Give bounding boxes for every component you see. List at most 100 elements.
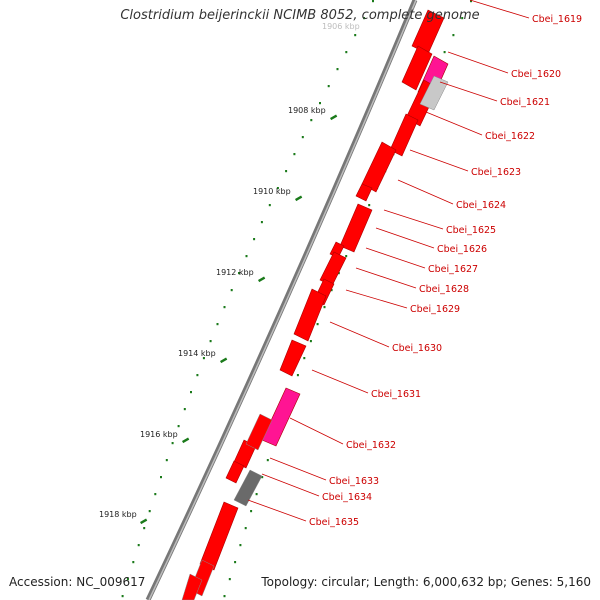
gene-label-cbei_1625[interactable]: Cbei_1625 <box>446 225 496 236</box>
gene-label-cbei_1631[interactable]: Cbei_1631 <box>371 389 421 400</box>
inner-tick <box>345 255 348 258</box>
inner-tick <box>303 357 306 360</box>
scale-tick <box>336 68 339 71</box>
scale-tick <box>137 544 140 547</box>
scale-tick <box>143 527 146 530</box>
scale-tick <box>132 561 135 564</box>
gene-arrow-cbei_1632[interactable] <box>261 387 301 447</box>
scale-tick <box>160 476 162 479</box>
major-tick <box>295 195 303 202</box>
leader-line <box>269 457 327 481</box>
gene-label-cbei_1629[interactable]: Cbei_1629 <box>410 304 460 315</box>
scale-tick <box>196 374 199 377</box>
backbone-layer <box>145 0 418 600</box>
scale-tick <box>260 221 263 224</box>
leader-line <box>289 417 344 445</box>
scale-tick <box>202 357 205 360</box>
scale-tick <box>126 578 129 581</box>
scale-tick <box>216 323 219 326</box>
gene-label-cbei_1622[interactable]: Cbei_1622 <box>485 131 535 142</box>
scale-tick <box>177 425 180 428</box>
gene-arrow-cbei_1630[interactable] <box>293 288 327 342</box>
gene-label-cbei_1623[interactable]: Cbei_1623 <box>471 167 521 178</box>
scale-tick <box>183 408 186 411</box>
scale-layer: 1908 kbp 1910 kbp 1912 kbp 1914 kbp 1916 kbp… <box>99 22 360 525</box>
inner-tick <box>296 374 299 377</box>
gene-label-cbei_1633[interactable]: Cbei_1633 <box>329 476 379 487</box>
gene-arrow-unlabeled <box>419 75 449 111</box>
scale-label: 1908 kbp <box>288 106 326 115</box>
gene-arrow-cbei_1626[interactable] <box>339 203 373 253</box>
scale-tick <box>327 85 330 88</box>
genome-backbone-highlight <box>148 0 417 600</box>
scale-tick <box>363 17 366 20</box>
gene-arrow-cbei_1624[interactable] <box>361 141 397 193</box>
gene-layer <box>181 9 449 600</box>
leader-line <box>311 369 369 394</box>
map-title: Clostridium beijerinckii NCIMB 8052, com… <box>120 8 480 23</box>
inner-tick <box>323 306 326 309</box>
gene-label-cbei_1627[interactable]: Cbei_1627 <box>428 264 478 275</box>
leader-line <box>409 149 469 172</box>
scale-tick <box>245 255 248 258</box>
gene-label-cbei_1632[interactable]: Cbei_1632 <box>346 440 396 451</box>
gene-arrow-cbei_1634[interactable] <box>225 460 245 484</box>
scale-tick <box>319 102 321 105</box>
topology-summary: Topology: circular; Length: 6,000,632 bp… <box>261 575 591 589</box>
inner-tick <box>337 272 340 275</box>
gene-arrow-cbei_1623[interactable] <box>389 113 419 157</box>
gene-arrow-unlabeled <box>233 469 263 507</box>
scale-tick <box>148 510 151 513</box>
scale-tick <box>171 442 174 445</box>
major-tick <box>330 114 338 121</box>
gene-arrow-cbei_1620[interactable] <box>401 45 433 91</box>
leader-line <box>375 227 435 249</box>
scale-label: 1914 kbp <box>178 349 216 358</box>
inner-tick <box>368 204 371 207</box>
inner-tick <box>239 544 242 547</box>
inner-tick <box>261 476 264 479</box>
major-tick <box>140 518 148 525</box>
gene-label-cbei_1630[interactable]: Cbei_1630 <box>392 343 442 354</box>
leader-line <box>439 81 498 102</box>
inner-tick <box>255 493 258 496</box>
scale-tick <box>209 340 212 343</box>
inner-tick <box>228 578 231 581</box>
scale-tick <box>276 187 279 190</box>
scale-tick <box>293 153 296 156</box>
scale-tick <box>372 0 374 3</box>
inner-tick <box>316 323 319 326</box>
scale-tick <box>165 459 168 462</box>
accession-label: Accession: NC_009617 <box>9 575 146 589</box>
gene-label-cbei_1620[interactable]: Cbei_1620 <box>511 69 561 80</box>
gene-arrow-cbei_1635[interactable] <box>199 501 239 571</box>
gene-arrow-unlabeled <box>181 573 203 600</box>
scale-tick <box>253 238 256 241</box>
label-layer: Cbei_1619 Cbei_1620 Cbei_1621 Cbei_1622 Cbei… <box>309 14 582 528</box>
scale-tick <box>345 51 348 54</box>
gene-arrow-cbei_1631[interactable] <box>279 339 307 377</box>
scale-tick <box>223 306 226 309</box>
scale-tick <box>285 170 288 173</box>
leader-line <box>329 321 390 348</box>
gene-label-cbei_1635[interactable]: Cbei_1635 <box>309 517 359 528</box>
leader-line <box>365 247 426 269</box>
scale-label: 1912 kbp <box>216 268 254 277</box>
gene-label-cbei_1626[interactable]: Cbei_1626 <box>437 244 487 255</box>
leader-line <box>345 289 408 309</box>
leader-line <box>261 473 320 497</box>
gene-arrow-unlabeled <box>245 413 273 451</box>
leader-line <box>397 179 454 205</box>
leader-line <box>247 499 307 522</box>
scale-tick <box>268 204 271 207</box>
gene-label-cbei_1621[interactable]: Cbei_1621 <box>500 97 550 108</box>
gene-label-cbei_1634[interactable]: Cbei_1634 <box>322 492 372 503</box>
gene-label-cbei_1624[interactable]: Cbei_1624 <box>456 200 506 211</box>
gene-label-cbei_1619[interactable]: Cbei_1619 <box>532 14 582 25</box>
major-tick <box>220 357 228 364</box>
gene-label-cbei_1628[interactable]: Cbei_1628 <box>419 284 469 295</box>
scale-tick <box>301 136 304 139</box>
leader-line <box>383 209 444 230</box>
gene-arrow-cbei_1625[interactable] <box>355 183 373 202</box>
